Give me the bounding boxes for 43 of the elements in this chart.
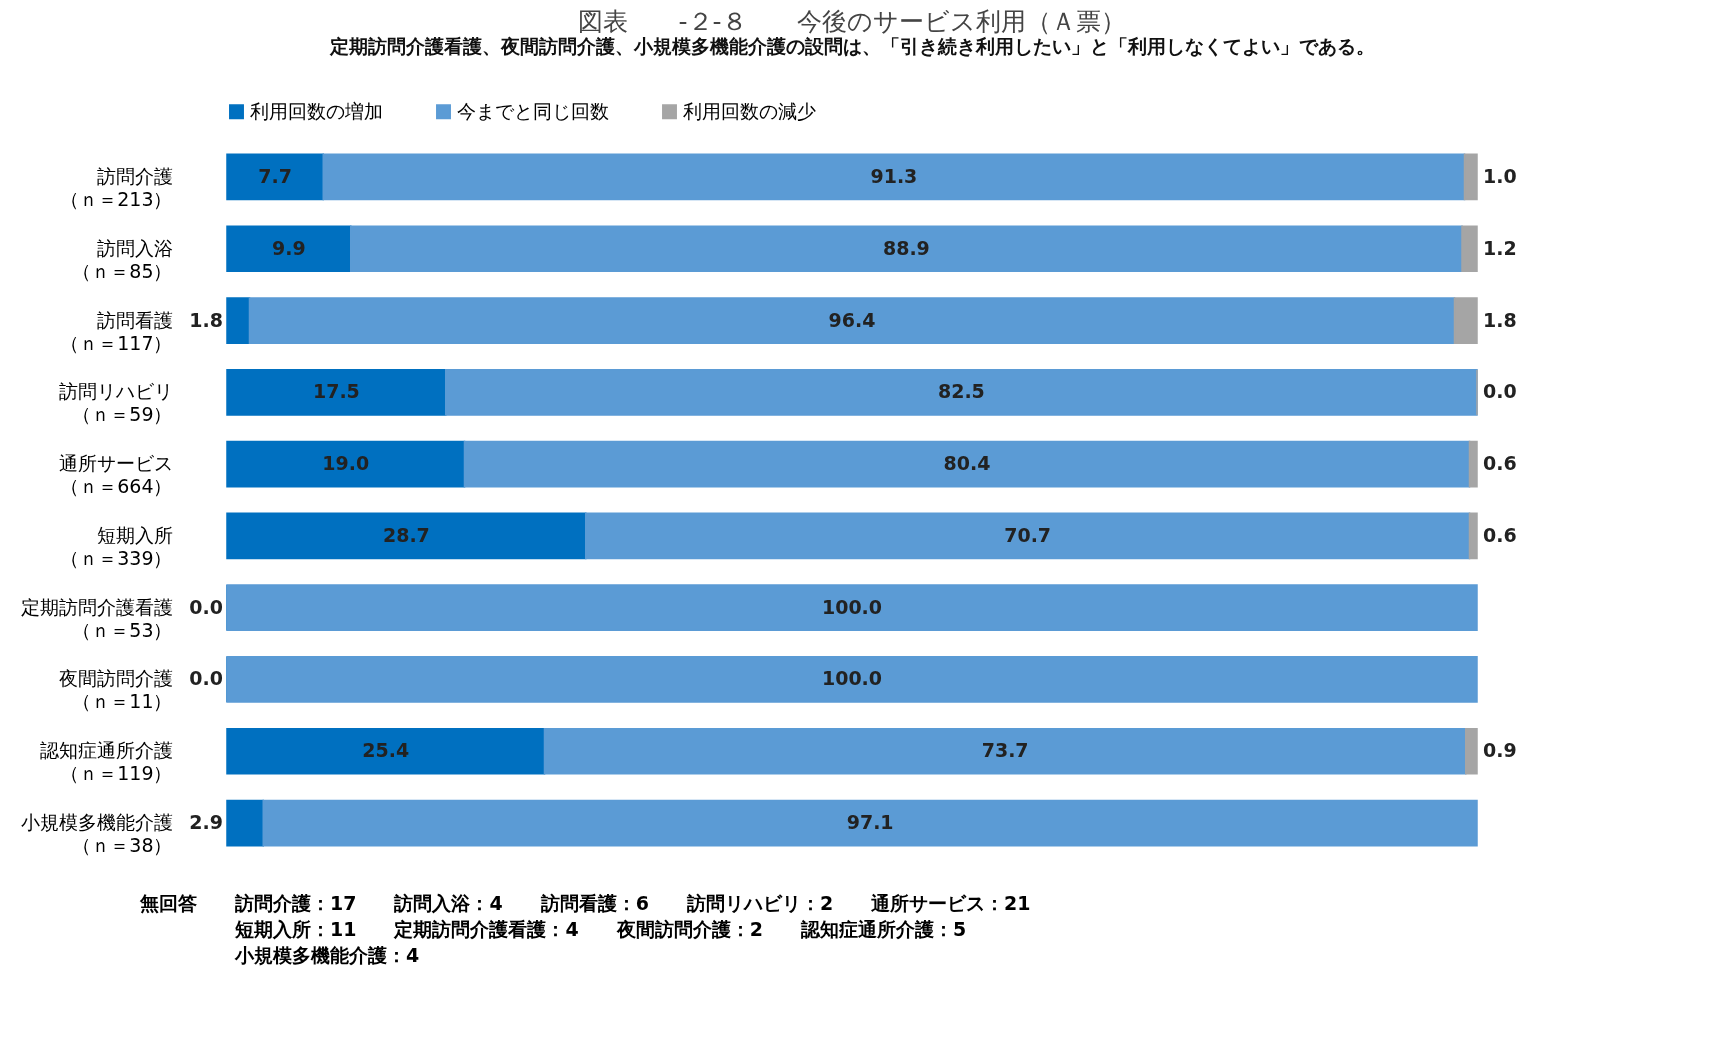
chart-title: 図表 -２-８ 今後のサービス利用（Ａ票） xyxy=(578,7,1126,36)
data-label: 1.8 xyxy=(1483,308,1517,331)
legend-label: 利用回数の減少 xyxy=(683,99,816,122)
y-tick-label: 小規模多機能介護（ｎ＝38） xyxy=(20,811,173,857)
data-label: 17.5 xyxy=(312,380,360,403)
y-tick-label: 訪問リハビリ（ｎ＝59） xyxy=(58,380,173,426)
legend-label: 今までと同じ回数 xyxy=(457,99,609,122)
data-label: 97.1 xyxy=(846,811,894,834)
y-tick-label: 訪問介護（ｎ＝213） xyxy=(60,164,173,210)
data-label: 0.9 xyxy=(1483,739,1517,762)
data-label: 7.7 xyxy=(258,164,292,187)
data-label: 1.0 xyxy=(1483,164,1517,187)
data-label: 1.8 xyxy=(189,308,223,331)
text: 無回答 訪問介護：17 訪問入浴：4 訪問看護：6 訪問リハビリ：2 通所サービス：21 短期入所：11 定期訪問介護看護：4 夜間訪問介護：2 認知症通所介護：5 小規模多機能介護：4 xyxy=(140,891,1032,968)
y-tick-label: 認知症通所介護（ｎ＝119） xyxy=(39,739,173,785)
y-tick-label: 訪問入浴（ｎ＝85） xyxy=(72,236,173,282)
data-label: 70.7 xyxy=(1004,523,1052,546)
data-label: 2.9 xyxy=(189,811,223,834)
data-label: 0.6 xyxy=(1483,523,1517,546)
y-tick-label: 定期訪問介護看護（ｎ＝53） xyxy=(20,595,173,641)
y-tick-label: 通所サービス（ｎ＝664） xyxy=(58,452,173,498)
y-tick-label: 夜間訪問介護（ｎ＝11） xyxy=(58,667,173,713)
data-label: 80.4 xyxy=(943,452,991,475)
data-label: 0.0 xyxy=(189,667,223,690)
data-label: 28.7 xyxy=(382,523,430,546)
data-label: 73.7 xyxy=(981,739,1029,762)
data-label: 9.9 xyxy=(272,236,306,259)
data-label: 100.0 xyxy=(821,595,883,618)
data-label: 0.6 xyxy=(1483,452,1517,475)
data-label: 19.0 xyxy=(322,452,370,475)
y-tick-label: 短期入所（ｎ＝339） xyxy=(60,523,173,569)
data-label: 100.0 xyxy=(821,667,883,690)
data-label: 88.9 xyxy=(882,236,930,259)
data-label: 0.0 xyxy=(189,595,223,618)
y-tick-label: 訪問看護（ｎ＝117） xyxy=(60,308,173,354)
data-label: 96.4 xyxy=(828,308,876,331)
data-label: 0.0 xyxy=(1483,380,1517,403)
data-label: 25.4 xyxy=(362,739,410,762)
legend-label: 利用回数の増加 xyxy=(250,99,383,122)
data-label: 1.2 xyxy=(1483,236,1517,259)
chart-subtitle: 定期訪問介護看護、夜間訪問介護、小規模多機能介護の設問は、「引き続き利用したい」と「利用しなくてよい」である。 xyxy=(328,35,1375,57)
data-label: 91.3 xyxy=(870,164,918,187)
data-label: 82.5 xyxy=(937,380,985,403)
